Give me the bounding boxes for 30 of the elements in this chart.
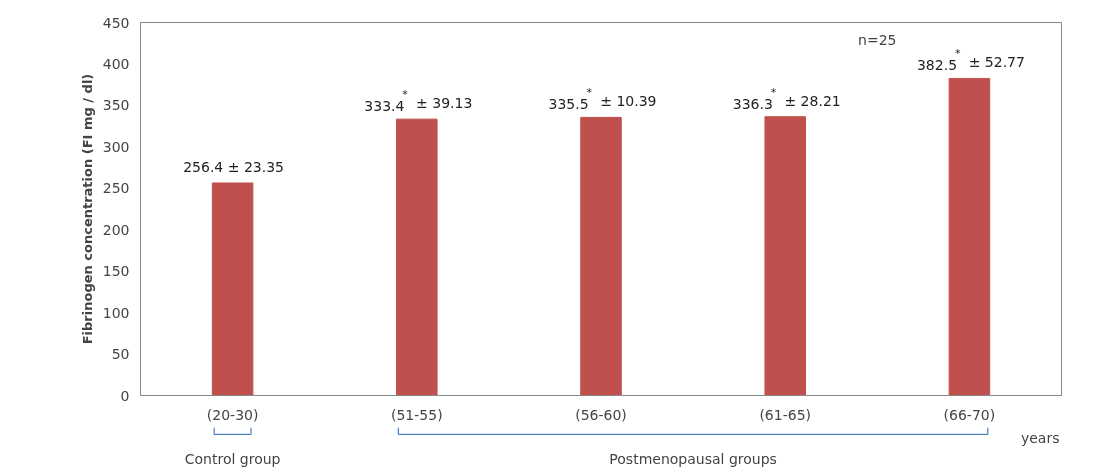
bar <box>764 116 806 396</box>
y-tick-label: 0 <box>120 387 130 404</box>
x-tick-label: (66-70) <box>943 406 996 423</box>
y-tick-label: 250 <box>102 180 130 197</box>
text: years <box>1020 429 1060 446</box>
bar <box>396 118 438 396</box>
bar <box>580 116 622 396</box>
x-tick-label: (61-65) <box>759 406 812 423</box>
bar <box>948 77 991 396</box>
data-label: 335.5* ± 10.39 <box>548 86 657 113</box>
data-label: 336.3* ± 28.21 <box>732 85 841 112</box>
annotation: n=25 <box>858 31 897 48</box>
x-tick-label: (56-60) <box>575 406 627 423</box>
y-tick-label: 150 <box>102 263 130 280</box>
text: Control group <box>184 451 281 468</box>
y-tick-label: 300 <box>102 138 130 155</box>
y-tick-label: 350 <box>102 97 130 114</box>
text: Postmenopausal groups <box>609 451 777 468</box>
x-tick-label: (20-30) <box>206 406 259 423</box>
y-tick-label: 450 <box>102 14 130 31</box>
x-tick-label: (51-55) <box>391 406 443 423</box>
y-axis-title: Fibrinogen concentration (FI mg / dl) <box>79 73 95 345</box>
y-tick-label: 50 <box>111 346 130 363</box>
y-tick-label: 100 <box>102 304 130 321</box>
data-label: 333.4* ± 39.13 <box>364 88 473 115</box>
y-tick-label: 400 <box>102 55 130 72</box>
bar <box>211 182 254 396</box>
data-label: 256.4 ± 23.35 <box>183 158 284 175</box>
y-tick-label: 200 <box>102 221 130 238</box>
data-label: 382.5* ± 52.77 <box>916 47 1025 74</box>
